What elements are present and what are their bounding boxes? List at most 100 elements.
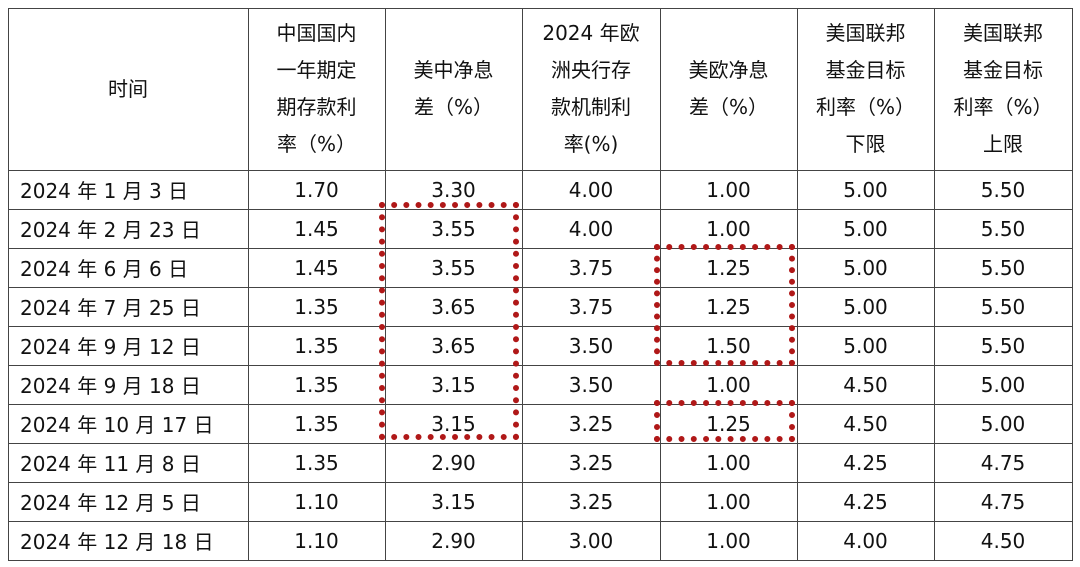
date-cell: 2024 年 2 月 23 日 (8, 209, 249, 249)
header-text: 美中净息 (413, 58, 494, 82)
value-cell: 5.00 (934, 404, 1073, 444)
value-cell: 1.25 (660, 404, 798, 444)
value-cell: 1.00 (660, 482, 798, 522)
header-text: 上限 (983, 132, 1023, 156)
value-cell: 3.00 (522, 521, 661, 561)
value-cell: 5.50 (934, 248, 1073, 288)
value-cell: 1.45 (248, 248, 386, 288)
value-cell: 5.50 (934, 170, 1073, 210)
value-cell: 5.50 (934, 209, 1073, 249)
date-cell: 2024 年 10 月 17 日 (8, 404, 249, 444)
header-text: 差（%） (688, 95, 768, 119)
value-cell: 1.25 (660, 248, 798, 288)
value-cell: 3.25 (522, 443, 661, 483)
header-cell: 中国国内一年期定期存款利率（%） (248, 8, 386, 171)
date-cell: 2024 年 1 月 3 日 (8, 170, 249, 210)
value-cell: 4.50 (797, 404, 935, 444)
value-cell: 3.15 (385, 365, 523, 405)
value-cell: 5.00 (797, 287, 935, 327)
value-cell: 1.00 (660, 521, 798, 561)
header-cell: 美中净息差（%） (385, 8, 523, 171)
header-cell: 时间 (8, 8, 249, 171)
value-cell: 4.50 (797, 365, 935, 405)
header-text: 中国国内 (276, 21, 357, 45)
header-text: 2024 年欧 (542, 21, 640, 45)
date-cell: 2024 年 9 月 18 日 (8, 365, 249, 405)
header-text: 基金目标 (825, 58, 906, 82)
value-cell: 3.75 (522, 248, 661, 288)
header-text: 下限 (845, 132, 886, 156)
value-cell: 2.90 (385, 521, 523, 561)
value-cell: 1.35 (248, 287, 386, 327)
value-cell: 3.55 (385, 248, 523, 288)
header-text: 率(%) (563, 132, 619, 156)
value-cell: 3.55 (385, 209, 523, 249)
value-cell: 3.30 (385, 170, 523, 210)
value-cell: 4.75 (934, 443, 1073, 483)
value-cell: 5.50 (934, 287, 1073, 327)
date-cell: 2024 年 6 月 6 日 (8, 248, 249, 288)
value-cell: 1.10 (248, 482, 386, 522)
header-text: 利率（%） (953, 95, 1053, 119)
value-cell: 4.00 (522, 209, 661, 249)
value-cell: 1.10 (248, 521, 386, 561)
value-cell: 3.50 (522, 365, 661, 405)
table-border (8, 8, 1072, 9)
header-text: 期存款利 (276, 95, 357, 119)
value-cell: 1.35 (248, 365, 386, 405)
value-cell: 1.00 (660, 443, 798, 483)
value-cell: 3.25 (522, 404, 661, 444)
value-cell: 1.00 (660, 365, 798, 405)
value-cell: 5.50 (934, 326, 1073, 366)
value-cell: 5.00 (934, 365, 1073, 405)
value-cell: 3.25 (522, 482, 661, 522)
date-cell: 2024 年 12 月 18 日 (8, 521, 249, 561)
date-cell: 2024 年 12 月 5 日 (8, 482, 249, 522)
value-cell: 2.90 (385, 443, 523, 483)
header-text: 基金目标 (963, 58, 1043, 82)
value-cell: 1.35 (248, 326, 386, 366)
date-cell: 2024 年 7 月 25 日 (8, 287, 249, 327)
value-cell: 1.00 (660, 209, 798, 249)
value-cell: 1.70 (248, 170, 386, 210)
value-cell: 3.15 (385, 404, 523, 444)
value-cell: 5.00 (797, 326, 935, 366)
value-cell: 4.75 (934, 482, 1073, 522)
header-text: 利率（%） (815, 95, 915, 119)
value-cell: 3.15 (385, 482, 523, 522)
value-cell: 5.00 (797, 209, 935, 249)
value-cell: 4.00 (522, 170, 661, 210)
header-text: 美欧净息 (688, 58, 769, 82)
value-cell: 5.00 (797, 248, 935, 288)
highlight-box (654, 400, 795, 442)
header-text: 一年期定 (276, 58, 357, 82)
header-cell: 2024 年欧 洲央行存款机制利率(%) (522, 8, 661, 171)
value-cell: 4.25 (797, 482, 935, 522)
header-text: 时间 (108, 76, 148, 101)
highlight-box (379, 202, 519, 440)
header-text: 美国联邦 (963, 21, 1043, 45)
header-cell: 美国联邦基金目标利率（%） 下限 (797, 8, 935, 171)
header-text: 美国联邦 (825, 21, 906, 45)
header-cell: 美国联邦基金目标利率（%） 上限 (934, 8, 1073, 171)
table-border (8, 8, 9, 560)
header-text: 款机制利 (551, 95, 631, 119)
header-text: 差（%） (413, 95, 493, 119)
header-text: 洲央行存 (551, 58, 631, 82)
value-cell: 5.00 (797, 170, 935, 210)
value-cell: 1.00 (660, 170, 798, 210)
value-cell: 3.50 (522, 326, 661, 366)
date-cell: 2024 年 11 月 8 日 (8, 443, 249, 483)
value-cell: 1.35 (248, 404, 386, 444)
value-cell: 3.65 (385, 326, 523, 366)
header-cell: 美欧净息差（%） (660, 8, 798, 171)
date-cell: 2024 年 9 月 12 日 (8, 326, 249, 366)
value-cell: 1.35 (248, 443, 386, 483)
value-cell: 3.65 (385, 287, 523, 327)
value-cell: 3.75 (522, 287, 661, 327)
highlight-box (654, 244, 795, 366)
value-cell: 1.25 (660, 287, 798, 327)
header-text: 率（%） (276, 132, 356, 156)
